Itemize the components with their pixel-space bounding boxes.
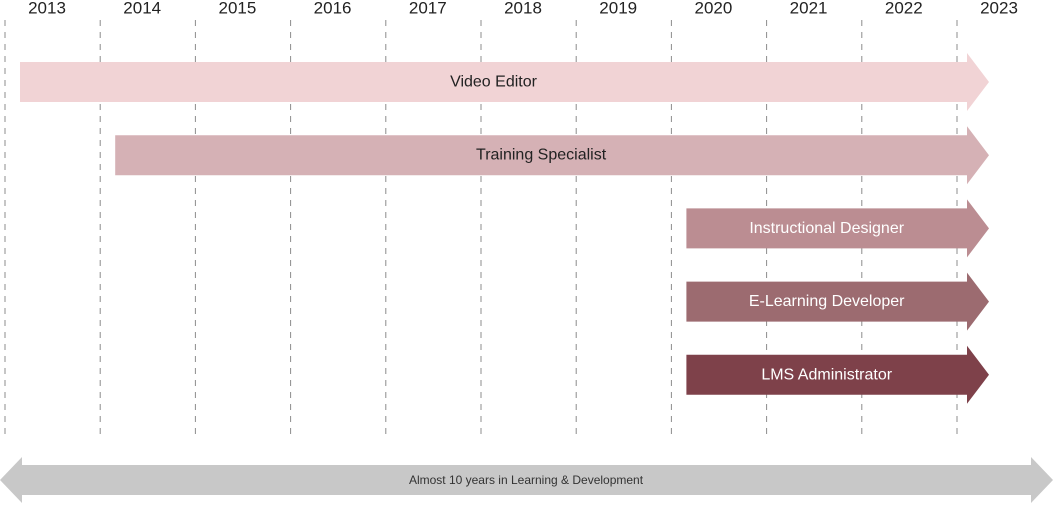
year-label-2020: 2020	[694, 0, 732, 18]
role-bars: Video Editor Training Specialist Instructi…	[20, 53, 989, 404]
role-bar-2: Instructional Designer	[686, 199, 989, 258]
role-arrow	[686, 345, 989, 404]
role-label: Instructional Designer	[749, 220, 904, 237]
year-label-2021: 2021	[790, 0, 828, 18]
footer-label: Almost 10 years in Learning & Developmen…	[409, 473, 644, 487]
role-bar-3: E-Learning Developer	[686, 272, 989, 331]
role-arrow	[686, 272, 989, 331]
role-arrow	[686, 199, 989, 258]
role-arrow	[20, 53, 989, 111]
year-label-2022: 2022	[885, 0, 923, 18]
year-label-2016: 2016	[314, 0, 352, 18]
footer-span: Almost 10 years in Learning & Developmen…	[0, 457, 1053, 503]
year-label-2013: 2013	[28, 0, 66, 18]
role-label: E-Learning Developer	[749, 293, 905, 310]
role-label: Video Editor	[450, 74, 538, 91]
role-label: LMS Administrator	[761, 366, 892, 383]
footer-double-arrow	[0, 457, 1053, 503]
year-label-2018: 2018	[504, 0, 542, 18]
year-label-2019: 2019	[599, 0, 637, 18]
year-label-2017: 2017	[409, 0, 447, 18]
role-bar-1: Training Specialist	[115, 126, 989, 185]
role-label: Training Specialist	[476, 147, 607, 164]
year-label-2014: 2014	[123, 0, 161, 18]
year-label-2023: 2023	[980, 0, 1018, 18]
role-arrow	[115, 126, 989, 185]
role-bar-4: LMS Administrator	[686, 345, 989, 404]
role-bar-0: Video Editor	[20, 53, 989, 111]
year-axis: 2013 2014 2015 2016 2017 2018 2019 2020 2021 2022…	[28, 0, 1018, 18]
year-label-2015: 2015	[218, 0, 256, 18]
